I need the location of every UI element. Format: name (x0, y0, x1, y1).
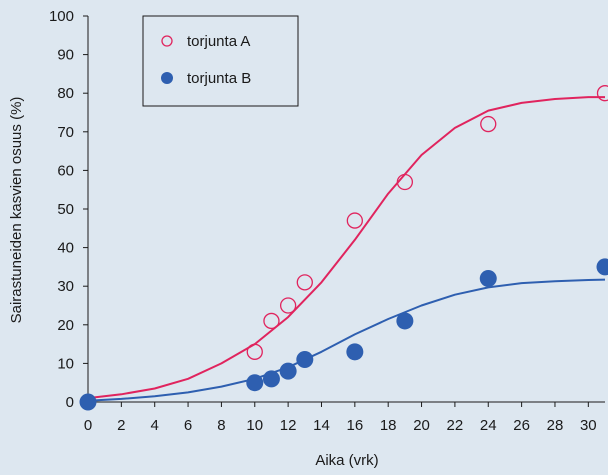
x-tick-label: 8 (217, 417, 225, 434)
x-tick-label: 12 (280, 417, 297, 434)
y-axis-title: Sairastuneiden kasvien osuus (%) (8, 97, 25, 324)
y-tick-label: 60 (57, 162, 74, 179)
fit-curves (87, 96, 606, 402)
y-tick-label: 90 (57, 47, 74, 64)
y-tick-label: 20 (57, 317, 74, 334)
legend-marker-torjunta-b (161, 72, 173, 84)
y-tick-label: 40 (57, 240, 74, 257)
data-point-torjunta-a (596, 85, 608, 102)
y-tick-label: 100 (49, 8, 74, 25)
data-point-torjunta-a (346, 212, 363, 229)
data-point-torjunta-b (596, 258, 608, 276)
legend-marker-torjunta-a (161, 35, 173, 47)
y-tick-label: 80 (57, 85, 74, 102)
legend-label-torjunta-b: torjunta B (187, 70, 251, 87)
data-point-torjunta-a (396, 173, 414, 191)
x-tick-label: 20 (413, 417, 430, 434)
x-tick-label: 0 (84, 417, 92, 434)
data-point-torjunta-b (79, 393, 97, 411)
y-tick-label: 50 (57, 201, 74, 218)
y-tick-label: 10 (57, 355, 74, 372)
data-points (79, 85, 608, 411)
x-tick-label: 18 (380, 417, 397, 434)
x-axis-title: Aika (vrk) (315, 452, 378, 469)
data-point-torjunta-a (246, 343, 263, 360)
x-tick-label: 26 (513, 417, 530, 434)
x-tick-label: 2 (117, 417, 125, 434)
x-tick-label: 6 (184, 417, 192, 434)
fit-curve-torjunta-b (87, 278, 606, 402)
data-point-torjunta-b (346, 343, 364, 361)
x-tick-label: 14 (313, 417, 330, 434)
x-tick-label: 10 (246, 417, 263, 434)
x-tick-label: 16 (346, 417, 363, 434)
data-point-torjunta-b (296, 351, 314, 369)
data-point-torjunta-a (263, 312, 280, 330)
fit-curve-torjunta-a (87, 96, 605, 400)
data-point-torjunta-a (296, 274, 313, 291)
legend-box (142, 15, 299, 107)
x-tick-label: 4 (151, 417, 159, 434)
data-point-torjunta-b (479, 269, 497, 287)
data-point-torjunta-b (279, 362, 297, 380)
data-point-torjunta-a (480, 115, 497, 133)
legend-label-torjunta-a: torjunta A (187, 33, 250, 50)
data-point-torjunta-a (279, 297, 297, 314)
x-tick-label: 22 (447, 417, 464, 434)
x-tick-label: 30 (580, 417, 597, 434)
y-tick-label: 70 (57, 124, 74, 141)
legend: torjunta A torjunta B (142, 15, 299, 107)
x-tick-label: 24 (480, 417, 497, 434)
y-tick-label: 30 (57, 278, 74, 295)
data-point-torjunta-b (262, 370, 280, 388)
data-point-torjunta-b (396, 312, 414, 330)
y-tick-label: 0 (66, 394, 74, 411)
data-point-torjunta-b (246, 374, 264, 392)
x-tick-label: 28 (547, 417, 564, 434)
